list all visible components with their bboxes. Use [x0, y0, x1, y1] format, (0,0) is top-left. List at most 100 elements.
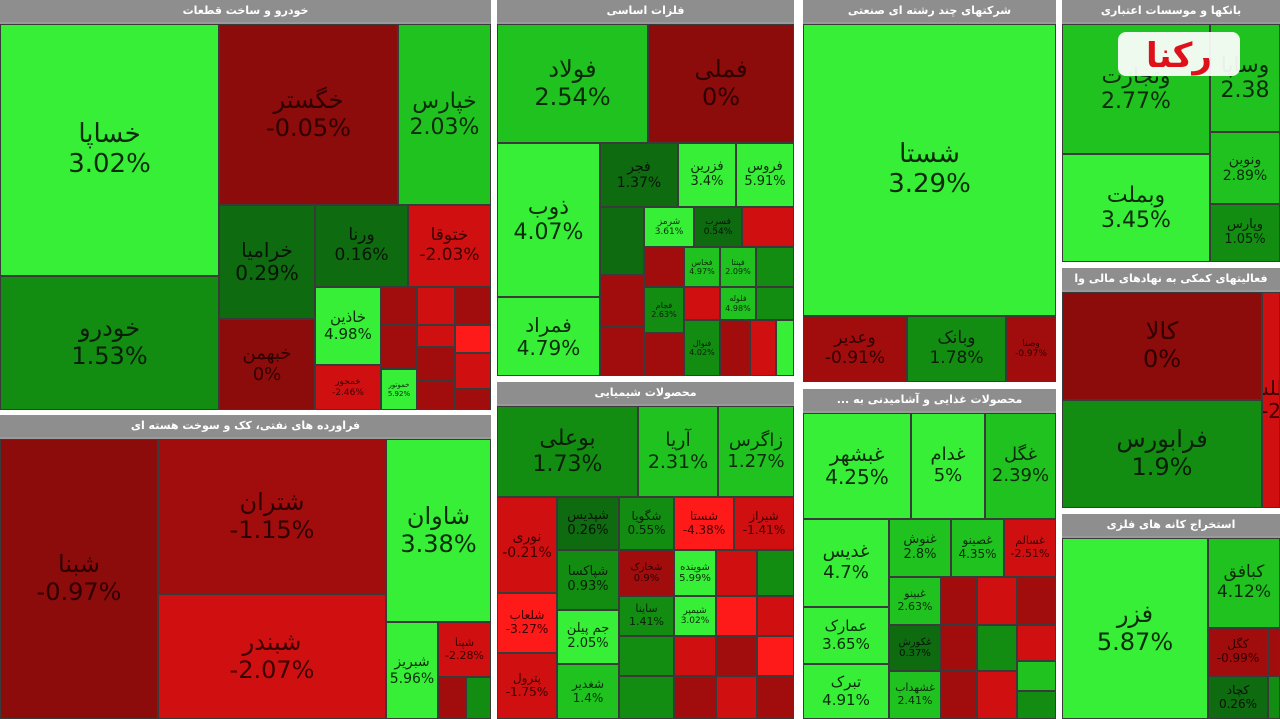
tile-stock[interactable]: خبهمن 0%	[219, 319, 315, 410]
tile-stock[interactable]: کالا 0%	[1062, 292, 1262, 400]
tile-stock[interactable]: فولاد 2.54%	[497, 24, 648, 143]
tile-stock[interactable]	[716, 636, 757, 676]
tile-stock[interactable]: شخارک 0.9%	[619, 550, 674, 596]
tile-stock[interactable]: خاذین 4.98%	[315, 287, 381, 365]
tile-stock[interactable]	[742, 207, 794, 247]
tile-stock[interactable]	[757, 636, 794, 676]
tile-stock[interactable]: شبریز 5.96%	[386, 622, 438, 719]
tile-stock[interactable]: ورنا 0.16%	[315, 205, 408, 287]
tile-stock[interactable]: فنوال 4.02%	[684, 320, 720, 376]
tile-stock[interactable]: وبانک 1.78%	[907, 316, 1006, 382]
tile-stock[interactable]: فمراد 4.79%	[497, 297, 600, 376]
tile-stock[interactable]: غبینو 2.63%	[889, 577, 941, 625]
tile-stock[interactable]	[600, 326, 644, 376]
tile-stock[interactable]: خمحور -2.46%	[315, 365, 381, 410]
tile-stock[interactable]: شپدیس 0.26%	[557, 497, 619, 550]
tile-stock[interactable]: وبملت 3.45%	[1062, 154, 1210, 262]
tile-stock[interactable]: تبرک 4.91%	[803, 664, 889, 719]
tile-stock[interactable]: وصنا -0.97%	[1006, 316, 1056, 382]
tile-stock[interactable]: غگل 2.39%	[985, 413, 1056, 519]
tile-stock[interactable]: شیراز -1.41%	[734, 497, 794, 550]
tile-stock[interactable]: اطلس -2	[1262, 292, 1280, 508]
tile-stock[interactable]: شگویا 0.55%	[619, 497, 674, 550]
tile-stock[interactable]: فپنتا 2.09%	[720, 247, 756, 287]
tile-stock[interactable]: بوعلی 1.73%	[497, 406, 638, 497]
tile-stock[interactable]	[756, 287, 794, 320]
tile-stock[interactable]	[644, 333, 684, 376]
tile-stock[interactable]: کبافق 4.12%	[1208, 538, 1280, 628]
tile-stock[interactable]: ختوقا -2.03%	[408, 205, 491, 287]
tile-stock[interactable]: فروس 5.91%	[736, 143, 794, 207]
tile-stock[interactable]	[381, 287, 417, 325]
tile-stock[interactable]: غدیس 4.7%	[803, 519, 889, 607]
tile-stock[interactable]	[684, 287, 720, 320]
tile-stock[interactable]: نوری -0.21%	[497, 497, 557, 593]
tile-stock[interactable]: شبنا -0.97%	[0, 439, 158, 719]
tile-stock[interactable]: غکورش 0.37%	[889, 625, 941, 671]
tile-stock[interactable]: ذوب 4.07%	[497, 143, 600, 297]
tile-stock[interactable]	[941, 671, 977, 719]
tile-stock[interactable]	[716, 676, 757, 719]
tile-stock[interactable]: خپارس 2.03%	[398, 24, 491, 205]
tile-stock[interactable]	[455, 353, 491, 389]
tile-stock[interactable]	[1017, 661, 1056, 691]
tile-stock[interactable]: شرمز 3.61%	[644, 207, 694, 247]
tile-stock[interactable]: خموتور 5.92%	[381, 369, 417, 410]
tile-stock[interactable]: فرابورس 1.9%	[1062, 400, 1262, 508]
tile-stock[interactable]: شلعاب -3.27%	[497, 593, 557, 653]
tile-stock[interactable]: فسرب 0.54%	[694, 207, 742, 247]
tile-stock[interactable]: شوینده 5.99%	[674, 550, 716, 596]
tile-stock[interactable]	[1017, 691, 1056, 719]
tile-stock[interactable]: وعدیر -0.91%	[803, 316, 907, 382]
tile-stock[interactable]: وپارس 1.05%	[1210, 204, 1280, 262]
tile-stock[interactable]: شغدیر 1.4%	[557, 664, 619, 719]
tile-stock[interactable]: پترول -1.75%	[497, 653, 557, 719]
tile-stock[interactable]	[941, 577, 977, 625]
tile-stock[interactable]	[455, 325, 491, 353]
tile-stock[interactable]	[417, 287, 455, 325]
tile-stock[interactable]	[674, 676, 716, 719]
tile-stock[interactable]	[438, 677, 466, 719]
tile-stock[interactable]: غشهداب 2.41%	[889, 671, 941, 719]
tile-stock[interactable]: ساینا 1.41%	[619, 596, 674, 636]
tile-stock[interactable]: فجام 2.63%	[644, 287, 684, 333]
tile-stock[interactable]: شپاکسا 0.93%	[557, 550, 619, 610]
tile-stock[interactable]	[619, 636, 674, 676]
tile-stock[interactable]	[600, 207, 644, 275]
tile-stock[interactable]	[977, 625, 1017, 671]
tile-stock[interactable]: شستا -4.38%	[674, 497, 734, 550]
tile-stock[interactable]	[757, 676, 794, 719]
tile-stock[interactable]	[417, 347, 455, 381]
tile-stock[interactable]: فزر 5.87%	[1062, 538, 1208, 719]
tile-stock[interactable]	[941, 625, 977, 671]
tile-stock[interactable]: شاوان 3.38%	[386, 439, 491, 622]
tile-stock[interactable]: شیمپر 3.02%	[674, 596, 716, 636]
tile-stock[interactable]: ونوین 2.89%	[1210, 132, 1280, 204]
tile-stock[interactable]	[417, 381, 455, 410]
tile-stock[interactable]	[776, 320, 794, 376]
tile-stock[interactable]	[756, 247, 794, 287]
tile-stock[interactable]: خساپا 3.02%	[0, 24, 219, 276]
tile-stock[interactable]: خودرو 1.53%	[0, 276, 219, 410]
tile-stock[interactable]: خرامیا 0.29%	[219, 205, 315, 319]
tile-stock[interactable]: عمارک 3.65%	[803, 607, 889, 664]
tile-stock[interactable]	[977, 577, 1017, 625]
tile-stock[interactable]: غدام 5%	[911, 413, 985, 519]
tile-stock[interactable]	[619, 676, 674, 719]
tile-stock[interactable]: جم پیلن 2.05%	[557, 610, 619, 664]
tile-stock[interactable]: شتران -1.15%	[158, 439, 386, 594]
tile-stock[interactable]	[381, 325, 417, 369]
tile-stock[interactable]: فلوله 4.98%	[720, 287, 756, 320]
tile-stock[interactable]: خگستر -0.05%	[219, 24, 398, 205]
tile-stock[interactable]	[716, 550, 757, 596]
tile-stock[interactable]	[1268, 676, 1280, 719]
tile-stock[interactable]	[720, 320, 750, 376]
tile-stock[interactable]	[600, 275, 644, 326]
tile-stock[interactable]: شپنا -2.28%	[438, 622, 491, 677]
tile-stock[interactable]	[674, 636, 716, 676]
tile-stock[interactable]	[1017, 625, 1056, 661]
tile-stock[interactable]: زاگرس 1.27%	[718, 406, 794, 497]
tile-stock[interactable]	[757, 596, 794, 636]
tile-stock[interactable]	[750, 320, 776, 376]
tile-stock[interactable]: غصینو 4.35%	[951, 519, 1004, 577]
